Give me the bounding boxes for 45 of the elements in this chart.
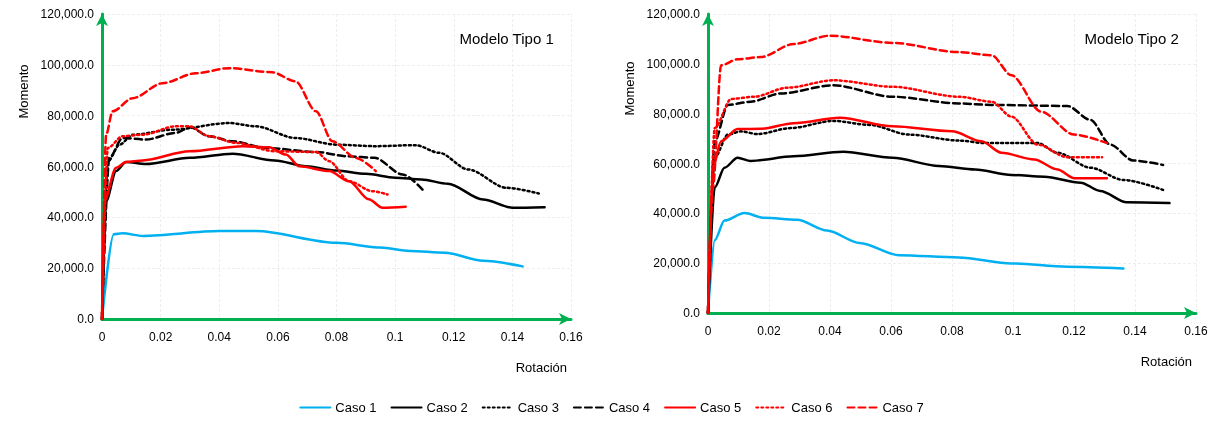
- x-tick-label: 0.02: [757, 324, 781, 338]
- x-tick-label: 0: [98, 330, 106, 344]
- y-tick-label: 0.0: [683, 306, 701, 320]
- y-tick-label: 120,000.0: [40, 7, 95, 21]
- x-tick-label: 0.12: [442, 330, 466, 344]
- x-tick-label: 0.16: [559, 330, 583, 344]
- y-tick-label: 40,000.0: [47, 210, 95, 225]
- x-tick-label: 0.14: [500, 330, 525, 344]
- text: Modelo Tipo 1: [459, 30, 554, 47]
- legend-label: Caso 7: [882, 400, 924, 415]
- x-tick-label: 0.08: [940, 324, 964, 338]
- legend-label: Caso 1: [335, 400, 377, 415]
- x-tick-label: 0.06: [266, 330, 290, 344]
- y-tick-label: 60,000.0: [47, 159, 95, 174]
- legend-label: Caso 4: [608, 400, 651, 415]
- y-tick-label: 100,000.0: [646, 56, 701, 71]
- y-tick-label: 120,000.0: [646, 7, 701, 21]
- legend-label: Caso 2: [426, 400, 468, 415]
- x-tick-label: 0.14: [1123, 324, 1147, 338]
- x-axis-title: Rotación: [515, 360, 567, 375]
- y-tick-label: 80,000.0: [653, 106, 701, 121]
- legend-label: Caso 6: [791, 400, 833, 415]
- x-tick-label: 0.12: [1062, 324, 1086, 338]
- x-tick-label: 0.04: [818, 324, 842, 338]
- y-axis-title: Momento: [16, 64, 31, 119]
- x-axis-title: Rotación: [1140, 354, 1192, 369]
- legend-label: Caso 3: [517, 400, 559, 415]
- x-tick-label: 0: [704, 324, 712, 338]
- legend-label: Caso 5: [700, 400, 742, 415]
- y-tick-label: 60,000.0: [653, 156, 701, 171]
- x-tick-label: 0.04: [207, 330, 232, 344]
- y-axis-title: Momento: [622, 61, 637, 116]
- x-tick-label: 0.16: [1184, 324, 1208, 338]
- x-tick-label: 0.02: [148, 330, 173, 344]
- x-tick-label: 0.1: [386, 330, 404, 344]
- y-tick-label: 80,000.0: [47, 108, 95, 123]
- x-tick-label: 0.06: [879, 324, 903, 338]
- y-tick-label: 20,000.0: [47, 261, 95, 276]
- y-tick-label: 0.0: [77, 312, 95, 326]
- y-tick-label: 100,000.0: [40, 57, 95, 72]
- x-tick-label: 0.1: [1004, 324, 1022, 338]
- y-tick-label: 40,000.0: [653, 206, 701, 221]
- x-tick-label: 0.08: [324, 330, 349, 344]
- text: Modelo Tipo 2: [1084, 30, 1179, 47]
- y-tick-label: 20,000.0: [653, 256, 701, 271]
